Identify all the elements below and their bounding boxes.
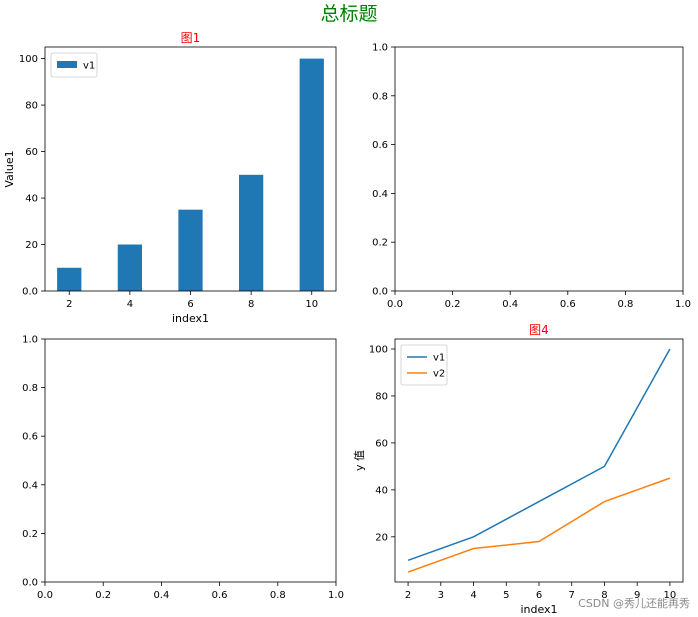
x-tick-label: 0.6 bbox=[560, 299, 576, 310]
x-tick-label: 6 bbox=[536, 590, 542, 601]
y-tick-label: 0.8 bbox=[372, 91, 388, 102]
x-tick-label: 10 bbox=[305, 299, 318, 310]
subplot-title-1: 图1 bbox=[181, 31, 201, 45]
subplot-1: 2 4 6 8 10 0.0 20 40 60 80 100 图1 index1 Value1 v1 bbox=[3, 31, 337, 325]
bar-8 bbox=[239, 174, 264, 291]
x-tick-label: 0.0 bbox=[37, 590, 53, 601]
x-tick-label: 0.4 bbox=[153, 590, 169, 601]
x-tick-label: 9 bbox=[634, 590, 640, 601]
x-tick-label: 1.0 bbox=[328, 590, 344, 601]
x-tick-label: 3 bbox=[438, 590, 444, 601]
x-tick-label: 1.0 bbox=[675, 299, 691, 310]
x-tick-label: 5 bbox=[503, 590, 509, 601]
legend-label-v1: v1 bbox=[83, 61, 95, 72]
x-tick-label: 6 bbox=[187, 299, 193, 310]
x-tick-label: 7 bbox=[569, 590, 575, 601]
y-tick-label: 20 bbox=[375, 532, 388, 543]
subplot-title-4: 图4 bbox=[529, 323, 549, 337]
series-line-v2 bbox=[407, 477, 671, 573]
y-axis-label-4: y 值 bbox=[353, 450, 366, 471]
x-tick-label: 10 bbox=[664, 590, 677, 601]
y-tick-label: 1.0 bbox=[22, 335, 38, 346]
y-tick-label: 0.4 bbox=[372, 189, 388, 200]
x-tick-label: 2 bbox=[66, 299, 72, 310]
x-tick-label: 0.8 bbox=[270, 590, 286, 601]
y-tick-label: 20 bbox=[25, 240, 38, 251]
x-tick-label: 8 bbox=[248, 299, 254, 310]
y-tick-label: 60 bbox=[25, 147, 38, 158]
y-tick-label: 0.6 bbox=[22, 432, 38, 443]
legend-swatch-v1 bbox=[57, 61, 77, 68]
y-tick-label: 40 bbox=[375, 485, 388, 496]
x-tick-label: 0.8 bbox=[617, 299, 633, 310]
x-axis-label-4: index1 bbox=[520, 603, 557, 616]
x-tick-label: 8 bbox=[601, 590, 607, 601]
subplot-2: 0.0 0.2 0.4 0.6 0.8 1.0 0.0 0.2 0.4 0.6 0.8 1.0 bbox=[372, 43, 691, 311]
subplot-3: 0.0 0.2 0.4 0.6 0.8 1.0 0.0 0.2 0.4 0.6 0.8 1.0 bbox=[22, 335, 344, 602]
legend-box-4 bbox=[400, 344, 448, 386]
y-tick-label: 80 bbox=[375, 391, 388, 402]
axes-frame-3 bbox=[44, 338, 337, 583]
x-tick-label: 0.6 bbox=[212, 590, 228, 601]
y-tick-label: 80 bbox=[25, 101, 38, 112]
x-tick-label: 4 bbox=[470, 590, 476, 601]
figure-suptitle: 总标题 bbox=[320, 3, 377, 25]
y-tick-label: 1.0 bbox=[372, 43, 388, 54]
y-tick-label: 40 bbox=[25, 194, 38, 205]
y-tick-label: 0.0 bbox=[22, 578, 38, 589]
y-tick-label: 0.0 bbox=[372, 287, 388, 298]
x-tick-label: 0.0 bbox=[387, 299, 403, 310]
watermark: CSDN @秀儿还能再秀 bbox=[578, 596, 690, 610]
x-tick-label: 0.4 bbox=[502, 299, 518, 310]
y-axis-label-1: Value1 bbox=[3, 150, 16, 187]
y-tick-label: 0.0 bbox=[22, 287, 38, 298]
x-tick-label: 4 bbox=[127, 299, 133, 310]
bar-10 bbox=[299, 58, 324, 292]
legend-label-v1: v1 bbox=[433, 353, 445, 364]
x-tick-label: 2 bbox=[405, 590, 411, 601]
y-tick-label: 0.8 bbox=[22, 383, 38, 394]
y-tick-label: 0.2 bbox=[22, 529, 38, 540]
bar-4 bbox=[117, 244, 142, 291]
bar-2 bbox=[57, 267, 82, 291]
y-tick-label: 60 bbox=[375, 438, 388, 449]
y-tick-label: 0.4 bbox=[22, 480, 38, 491]
subplot-4: 2 3 4 5 6 7 8 9 10 20 40 60 80 100 图4 index1 y 值 v1 v2 bbox=[353, 323, 684, 616]
x-tick-label: 0.2 bbox=[445, 299, 461, 310]
y-tick-label: 0.6 bbox=[372, 140, 388, 151]
y-tick-label: 0.2 bbox=[372, 238, 388, 249]
bar-6 bbox=[178, 209, 203, 291]
series-line-v1 bbox=[407, 348, 671, 561]
axes-frame-2 bbox=[394, 46, 684, 292]
legend-label-v2: v2 bbox=[433, 369, 445, 380]
x-tick-label: 0.2 bbox=[95, 590, 111, 601]
y-tick-label: 100 bbox=[19, 54, 38, 65]
y-tick-label: 100 bbox=[369, 344, 388, 355]
x-axis-label-1: index1 bbox=[172, 312, 209, 325]
